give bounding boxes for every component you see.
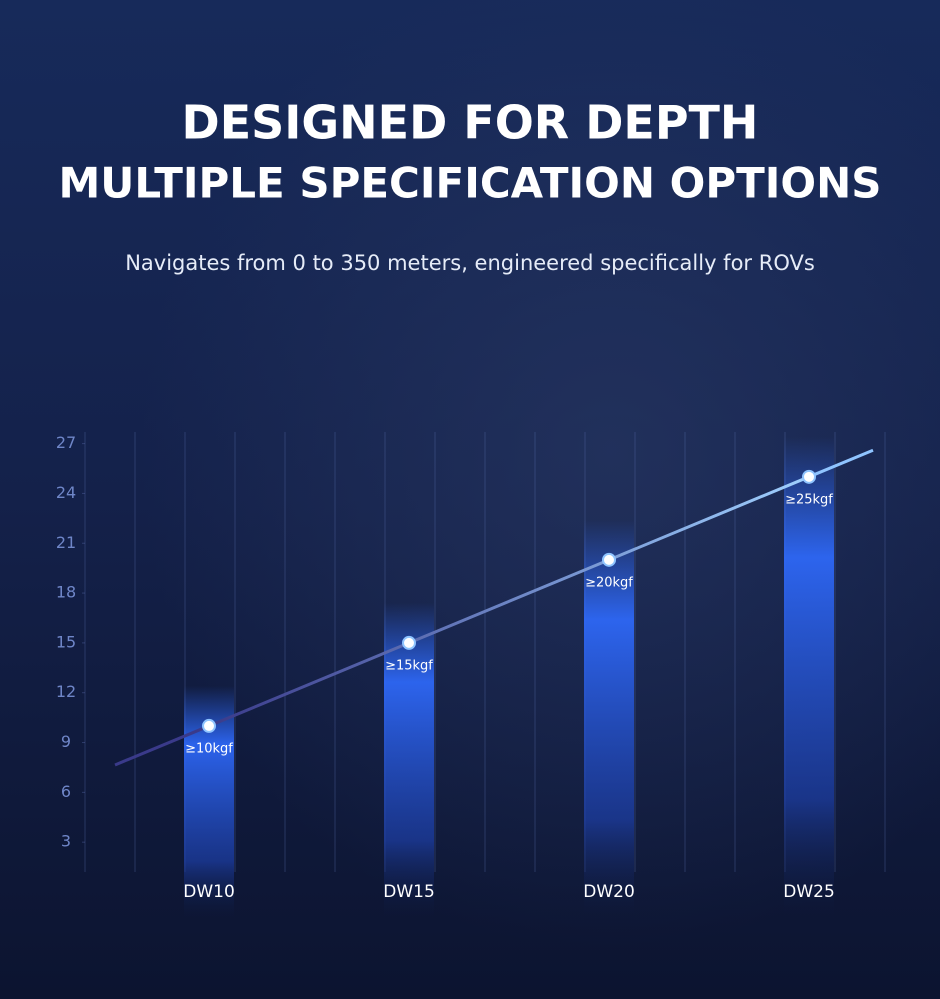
value-label: ≥20kgf (585, 575, 633, 590)
point (602, 552, 616, 567)
y-tick-label: 12 (56, 682, 76, 701)
title: DESIGNED FOR DEPTH (182, 96, 759, 150)
y-tick-label: 9 (61, 732, 71, 751)
y-tick-label: 27 (56, 433, 76, 452)
y-tick-label: 21 (56, 533, 76, 552)
value-label: ≥25kgf (785, 492, 833, 507)
x-tick-label: DW25 (783, 882, 835, 902)
value-label: ≥15kgf (385, 658, 433, 673)
point (402, 635, 416, 650)
bar (384, 602, 434, 920)
value-label: ≥10kgf (185, 741, 233, 756)
line (208, 475, 810, 728)
x-tick-label: DW15 (383, 882, 435, 902)
y-tick-label: 3 (61, 832, 71, 851)
bar (784, 436, 834, 920)
line-extension (114, 724, 210, 767)
point (202, 718, 216, 733)
point (802, 469, 816, 484)
y-tick-label: 18 (56, 583, 76, 602)
x-tick-label: DW20 (583, 882, 635, 902)
y-tick-label: 6 (61, 782, 71, 801)
y-tick-label: 15 (56, 632, 76, 651)
description: Navigates from 0 to 350 meters, engineer… (125, 251, 815, 275)
subtitle: MULTIPLE SPECIFICATION OPTIONS (58, 159, 881, 208)
line-extension (808, 448, 874, 479)
x-tick-label: DW10 (183, 882, 235, 902)
y-tick-label: 24 (56, 483, 76, 502)
bar (584, 519, 634, 920)
